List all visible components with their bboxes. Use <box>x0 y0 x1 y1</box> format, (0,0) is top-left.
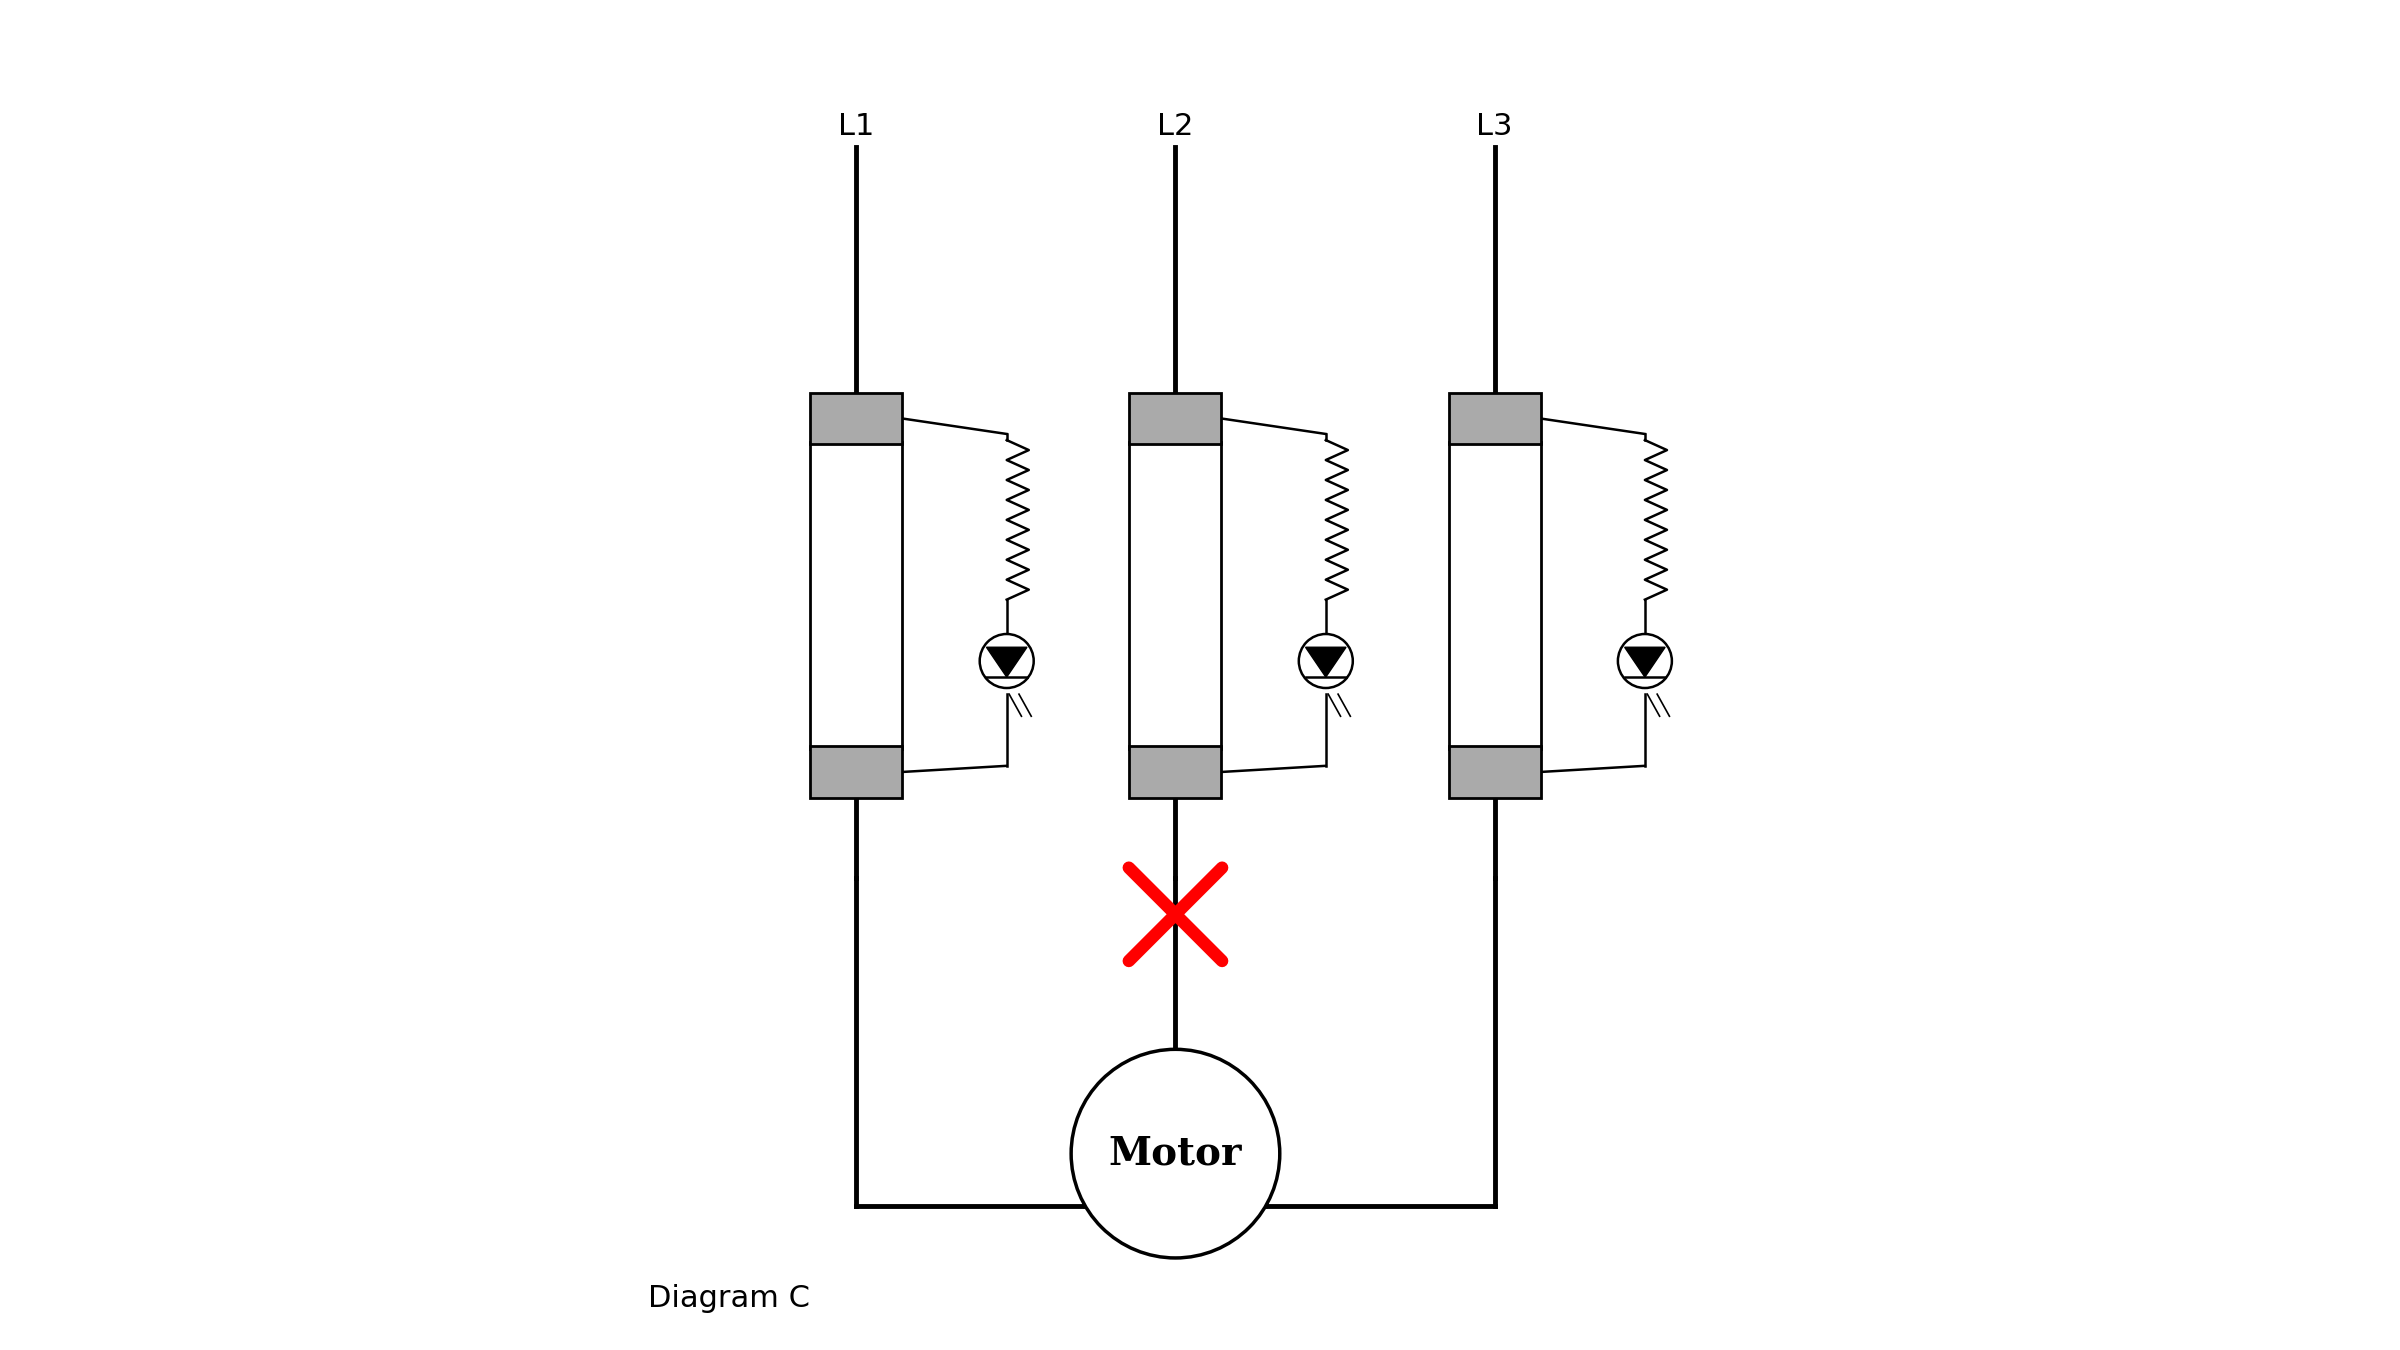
Bar <box>811 747 902 798</box>
Circle shape <box>1618 634 1673 688</box>
Bar <box>811 441 902 749</box>
Bar <box>1130 747 1222 798</box>
Bar <box>811 393 902 444</box>
Bar <box>1450 747 1541 798</box>
Text: Motor: Motor <box>1109 1134 1243 1173</box>
Polygon shape <box>1306 647 1346 678</box>
Text: L1: L1 <box>838 112 874 142</box>
Circle shape <box>979 634 1034 688</box>
Bar <box>1450 393 1541 444</box>
Bar <box>1450 441 1541 749</box>
Circle shape <box>1070 1049 1279 1258</box>
Bar <box>1130 393 1222 444</box>
Circle shape <box>1298 634 1354 688</box>
Text: Diagram C: Diagram C <box>648 1284 809 1314</box>
Text: L3: L3 <box>1476 112 1512 142</box>
Text: L2: L2 <box>1157 112 1193 142</box>
Polygon shape <box>986 647 1027 678</box>
Bar <box>1130 441 1222 749</box>
Polygon shape <box>1625 647 1666 678</box>
